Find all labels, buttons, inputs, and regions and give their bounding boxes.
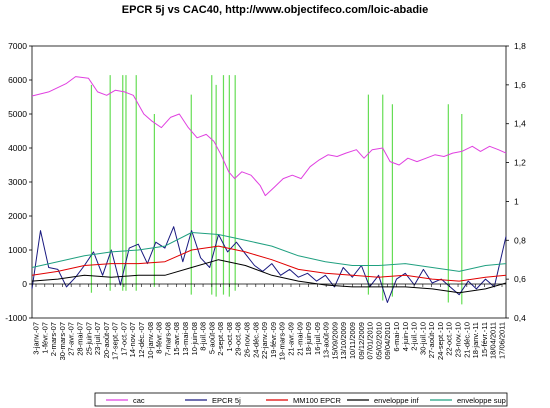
x-tick-label: 25-juin-07 bbox=[84, 322, 93, 355]
series-line-enveloppe-inf bbox=[31, 259, 507, 294]
x-tick-label: 13-août-09 bbox=[322, 322, 331, 358]
x-tick-label: 15-févr.-11 bbox=[480, 322, 489, 357]
y-left-tick-label: 5000 bbox=[8, 109, 27, 119]
x-tick-label: 29-oct.-08 bbox=[234, 322, 243, 356]
x-tick-label: 1-oct.-08 bbox=[225, 322, 234, 352]
x-tick-label: 21-déc.-10 bbox=[462, 322, 471, 358]
x-tick-label: 27-août-10 bbox=[427, 322, 436, 358]
y-right-tick-label: 1,4 bbox=[514, 119, 526, 129]
y-right-tick-label: 0,8 bbox=[514, 235, 526, 245]
x-tick-label: 18/04/2011 bbox=[489, 322, 498, 359]
x-tick-label: 10/11/2009 bbox=[348, 322, 357, 359]
x-tick-label: 2-sept.-08 bbox=[216, 322, 225, 356]
y-left-tick-label: 4000 bbox=[8, 143, 27, 153]
x-tick-label: 21-avr.-09 bbox=[286, 322, 295, 356]
x-tick-label: 22-janv.-09 bbox=[260, 322, 269, 359]
x-tick-label: 30-juil.-10 bbox=[418, 322, 427, 355]
y-right-tick-label: 1,8 bbox=[514, 41, 526, 51]
x-tick-label: 13-mai-08 bbox=[181, 322, 190, 356]
x-tick-label: 12-déc.-07 bbox=[137, 322, 146, 358]
x-tick-label: 10-janv.-08 bbox=[146, 322, 155, 359]
y-right-tick-label: 1 bbox=[514, 196, 519, 206]
legend-label: enveloppe inf bbox=[374, 396, 420, 405]
x-tick-label: 05/02/2010 bbox=[374, 322, 383, 360]
y-right-tick-label: 0,6 bbox=[514, 274, 526, 284]
x-tick-label: 30-mars-07 bbox=[58, 322, 67, 360]
x-tick-label: 26-nov.-08 bbox=[243, 322, 252, 357]
y-left-tick-label: 0 bbox=[22, 279, 27, 289]
legend-label: MM100 EPCR bbox=[293, 396, 342, 405]
x-tick-label: 5-août-08 bbox=[207, 322, 216, 354]
x-tick-label: 8-févr.-08 bbox=[155, 322, 164, 354]
legend: cac EPCR 5j MM100 EPCR enveloppe inf envelop… bbox=[106, 396, 506, 405]
legend-label: cac bbox=[133, 396, 145, 405]
x-tick-label: 6-mai-10 bbox=[392, 322, 401, 352]
x-tick-label: 17/06/2011 bbox=[498, 322, 507, 359]
y-right-tick-label: 1,6 bbox=[514, 80, 526, 90]
x-tick-label: 19-févr.-09 bbox=[269, 322, 278, 358]
x-tick-label: 13/10/2009 bbox=[339, 322, 348, 360]
x-tick-label: 2-juil.-10 bbox=[410, 322, 419, 351]
series-line-enveloppe-sup bbox=[31, 232, 507, 272]
series-line-cac bbox=[31, 76, 507, 197]
x-tick-label: 18-janv.-11 bbox=[471, 322, 480, 358]
x-tick-label: 15/09/2009 bbox=[330, 322, 339, 360]
x-tick-label: 16-juil.-09 bbox=[313, 322, 322, 355]
y-left-tick-label: 7000 bbox=[8, 41, 27, 51]
legend-box bbox=[94, 392, 508, 407]
y-right-tick-label: 1,2 bbox=[514, 158, 526, 168]
x-tick-label: 23-juil.-07 bbox=[93, 322, 102, 355]
y-right-tick-label: 0,4 bbox=[514, 313, 526, 323]
y-left-tick-label: 3000 bbox=[8, 177, 27, 187]
series-line-mm100-epcr bbox=[31, 245, 507, 282]
series-line-epcr-5j bbox=[31, 226, 507, 303]
x-tick-label: 4-juin-10 bbox=[401, 322, 410, 351]
y-left-tick-label: -1000 bbox=[5, 313, 27, 323]
x-tick-label: 2-mars-07 bbox=[49, 322, 58, 356]
x-tick-label: 17-oct.-07 bbox=[119, 322, 128, 356]
x-tick-label: 24-déc.-08 bbox=[251, 322, 260, 358]
x-tick-label: 22-oct.-10 bbox=[445, 322, 454, 356]
x-axis-ticks: 3-janv.-07 1-févr.-07 2-mars-07 30-mars-07 2… bbox=[32, 283, 507, 360]
x-tick-label: 10-juin-08 bbox=[190, 322, 199, 355]
x-tick-label: 23-nov.-10 bbox=[454, 322, 463, 357]
y-left-tick-label: 6000 bbox=[8, 75, 27, 85]
x-tick-label: 15-avr.-08 bbox=[172, 322, 181, 356]
x-tick-label: 19-mars-09 bbox=[278, 322, 287, 360]
right-axis-ticks: 0,4 0,6 0,8 1 1,2 1,4 1,6 1,8 bbox=[506, 41, 526, 323]
x-tick-label: 09/12/2009 bbox=[357, 322, 366, 360]
x-tick-label: 17-sept.-07 bbox=[111, 322, 120, 360]
left-axis-ticks: -1000 0 1000 2000 3000 4000 5000 6000 7000 bbox=[5, 41, 32, 323]
x-tick-label: 28-mai-07 bbox=[75, 322, 84, 356]
series-group bbox=[31, 76, 507, 303]
x-tick-label: 07/01/2010 bbox=[366, 322, 375, 360]
x-tick-label: 14-nov.-07 bbox=[128, 322, 137, 357]
x-tick-label: 1-févr.-07 bbox=[40, 322, 49, 354]
legend-label: EPCR 5j bbox=[212, 396, 241, 405]
x-tick-label: 24-sept.-10 bbox=[436, 322, 445, 360]
plot-area-frame bbox=[31, 45, 507, 319]
x-tick-label: 18-juin-09 bbox=[304, 322, 313, 355]
x-tick-label: 20-août-07 bbox=[102, 322, 111, 358]
chart-title: EPCR 5j vs CAC40, http://www.objectifeco… bbox=[121, 4, 429, 16]
y-left-tick-label: 1000 bbox=[8, 245, 27, 255]
x-tick-label: 27-avr.-07 bbox=[67, 322, 76, 356]
x-tick-label: 21-mai-09 bbox=[295, 322, 304, 356]
signal-lines bbox=[90, 75, 463, 305]
y-left-tick-label: 2000 bbox=[8, 211, 27, 221]
x-tick-label: 7-mars-08 bbox=[163, 322, 172, 356]
x-tick-label: 8-juil.-08 bbox=[199, 322, 208, 351]
x-tick-label: 09/04/2010 bbox=[383, 322, 392, 360]
legend-label: enveloppe sup bbox=[457, 396, 506, 405]
x-tick-label: 3-janv.-07 bbox=[32, 322, 41, 355]
